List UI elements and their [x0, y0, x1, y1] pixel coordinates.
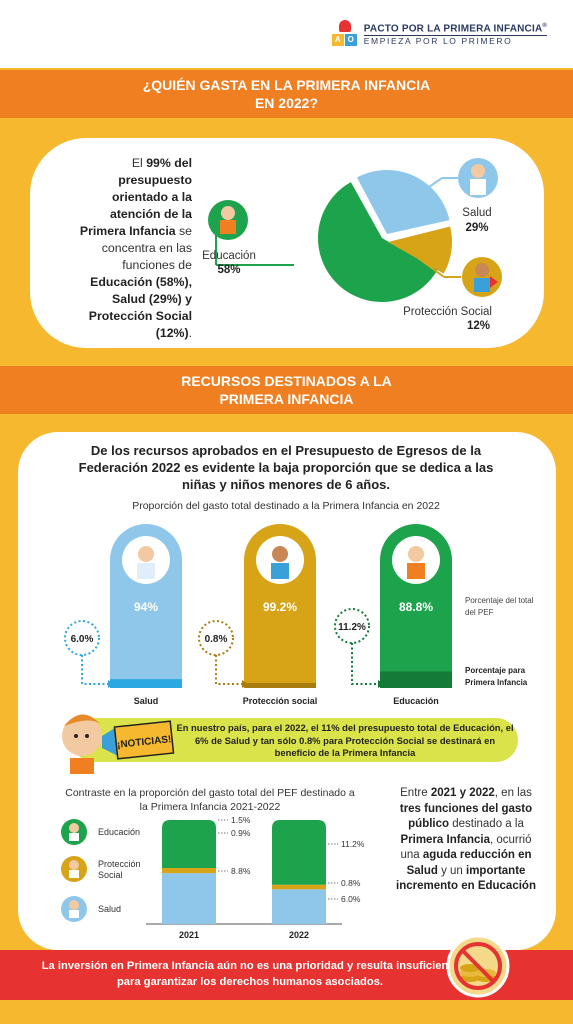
stack-2021-salud: [162, 873, 216, 924]
section2-banner: RECURSOS DESTINADOS A LA PRIMERA INFANCI…: [0, 366, 573, 414]
pi-proportion-chart: 94% Salud 6.0% 99.2% Protección social 0.8% 88…: [64, 524, 452, 706]
news-text: En nuestro país, para el 2022, el 11% de…: [176, 722, 514, 758]
section1-title-line2: EN 2022?: [254, 95, 319, 111]
header-bar: [0, 0, 573, 68]
salud-label: Salud: [462, 207, 491, 219]
bar-salud-total-label: 94%: [134, 600, 158, 614]
pie-chart: Educación 58% Salud 29% Protección Socia…: [202, 158, 502, 332]
stack-value-label: 11.2%: [341, 839, 365, 849]
comparison-paragraph: Entre 2021 y 2022, en las tres funciones…: [396, 787, 536, 892]
pie-slice-salud: [356, 170, 450, 234]
proteccion-label: Protección Social: [403, 306, 492, 318]
footer-text: La inversión en Primera Infancia aún no …: [41, 960, 459, 988]
salud-value: 29%: [465, 222, 488, 234]
legend-label: Educación: [98, 827, 140, 837]
stack-value-label: 8.8%: [231, 866, 251, 876]
no-coins-icon: [446, 934, 510, 998]
blocks-icon: A O: [331, 20, 358, 50]
stack-year-label: 2022: [289, 930, 309, 940]
stack-value-label: 6.0%: [341, 894, 361, 904]
bar-educaci-n-pi-callout: [334, 608, 370, 644]
section1-title-line1: ¿QUIÉN GASTA EN LA PRIMERA INFANCIA: [142, 77, 431, 93]
bar-protecci-n-social-total-label: 99.2%: [263, 600, 297, 614]
note-primera-infancia: Porcentaje para Primera Infancia: [465, 666, 528, 687]
bar-protecci-n-social-pi-segment: [244, 683, 316, 688]
logo-tagline: EMPIEZA POR LO PRIMERO: [363, 35, 547, 47]
educacion-value: 58%: [217, 264, 240, 276]
stack-2022-educaci-n: [272, 820, 326, 885]
educacion-label: Educación: [202, 250, 256, 262]
stack-2021-educaci-n: [162, 820, 216, 868]
bar-educaci-n-category-label: Educación: [393, 696, 439, 706]
bar-protecci-n-social-category-label: Protección social: [243, 696, 318, 706]
stack-year-label: 2021: [179, 930, 199, 940]
bar-protecci-n-social-pi-label: 0.8%: [205, 634, 228, 645]
logo-title: PACTO POR LA PRIMERA INFANCIA: [363, 23, 543, 35]
note-total-pef: Porcentaje del total del PEF: [465, 596, 534, 617]
section2-title-line2: PRIMERA INFANCIA: [219, 391, 354, 407]
resources-paragraph: De los recursos aprobados en el Presupue…: [78, 443, 494, 492]
proteccion-value: 12%: [467, 320, 490, 332]
bar-protecci-n-social-pi-callout: [198, 620, 234, 656]
stack-2022-protecci-n-social: [272, 884, 326, 890]
svg-text:Social: Social: [98, 870, 123, 880]
pie-slice-protecci-n-social: [388, 226, 452, 274]
pie-card: [30, 138, 544, 348]
bar-salud-pi-callout: [64, 620, 100, 656]
bar-salud-pi-label: 6.0%: [71, 634, 94, 645]
news-megaphone-icon: ¡NOTICIAS!: [62, 714, 175, 774]
stack-2021-protecci-n-social: [162, 867, 216, 874]
legend-label: Salud: [98, 904, 121, 914]
bar-salud-category-label: Salud: [134, 696, 159, 706]
section1-banner: ¿QUIÉN GASTA EN LA PRIMERA INFANCIA EN 2…: [0, 70, 573, 118]
stack-value-label: 1.5%: [231, 815, 251, 825]
stacked-chart-title: Contraste en la proporción del gasto tot…: [65, 787, 355, 813]
section2-title-line1: RECURSOS DESTINADOS A LA: [181, 373, 392, 389]
stack-2022-salud: [272, 889, 326, 924]
proteccion-connector: [413, 254, 445, 278]
bar-chart-title: Proporción del gasto total destinado a l…: [132, 500, 440, 512]
bar-educaci-n-pi-segment: [380, 671, 452, 688]
pie-slice-educaci-n: [318, 182, 438, 302]
intro-paragraph: El 99% del presupuesto orientado a la at…: [79, 156, 192, 340]
stack-value-label: 0.9%: [231, 828, 251, 838]
pacto-logo: A O PACTO POR LA PRIMERA INFANCIA® EMPIE…: [331, 20, 547, 50]
bar-salud-pi-segment: [110, 679, 182, 688]
stack-value-label: 0.8%: [341, 878, 361, 888]
bar-educaci-n-total-label: 88.8%: [399, 600, 433, 614]
salud-connector: [415, 177, 443, 197]
bar-educaci-n-pi-label: 11.2%: [338, 622, 366, 633]
legend-label: Protección: [98, 859, 141, 869]
